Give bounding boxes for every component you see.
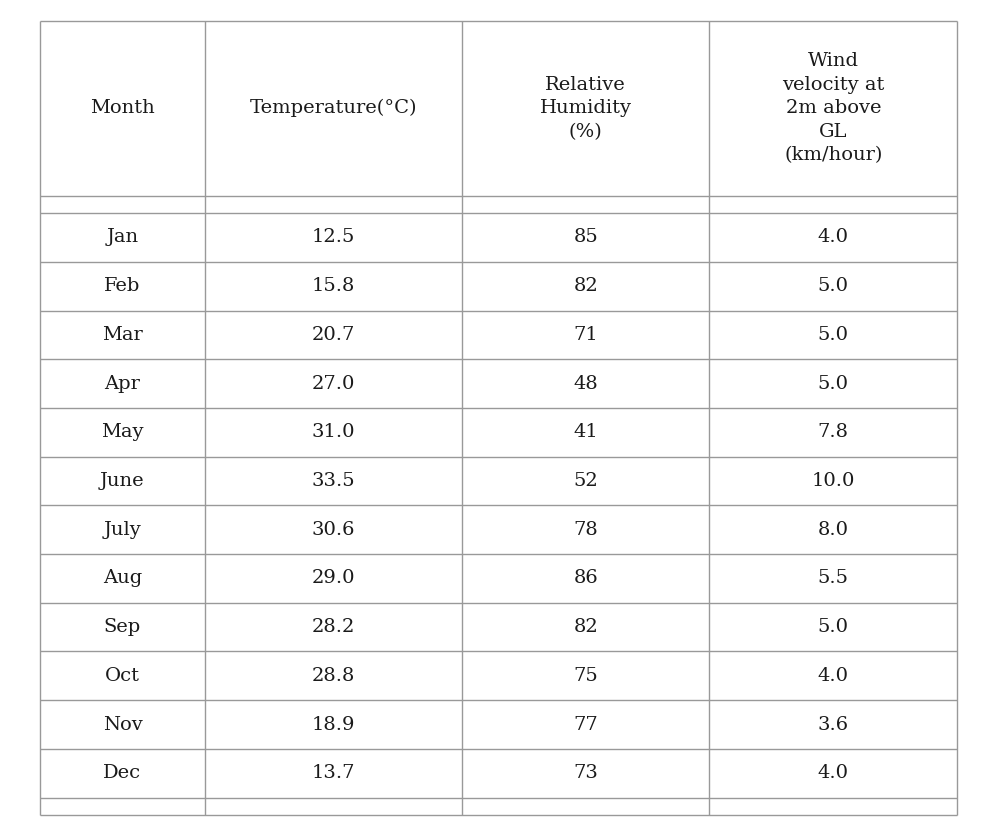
Text: 41: 41 <box>573 423 598 441</box>
Text: July: July <box>104 521 142 538</box>
Text: 5.0: 5.0 <box>818 278 848 295</box>
Text: 13.7: 13.7 <box>312 764 355 782</box>
Text: Jan: Jan <box>107 228 139 247</box>
Text: 5.0: 5.0 <box>818 618 848 636</box>
Text: 10.0: 10.0 <box>812 472 855 490</box>
Text: 4.0: 4.0 <box>818 764 848 782</box>
Text: Feb: Feb <box>105 278 141 295</box>
Text: June: June <box>100 472 145 490</box>
Text: 15.8: 15.8 <box>312 278 355 295</box>
Text: Sep: Sep <box>104 618 141 636</box>
Text: 4.0: 4.0 <box>818 228 848 247</box>
Text: Aug: Aug <box>103 569 142 588</box>
Text: 28.2: 28.2 <box>312 618 355 636</box>
Text: Dec: Dec <box>104 764 142 782</box>
Text: 27.0: 27.0 <box>312 375 355 393</box>
Text: Nov: Nov <box>103 716 143 733</box>
Text: 78: 78 <box>573 521 598 538</box>
Text: 48: 48 <box>573 375 598 393</box>
Text: Oct: Oct <box>105 667 140 685</box>
Text: May: May <box>101 423 144 441</box>
Text: Relative
Humidity
(%): Relative Humidity (%) <box>539 76 632 140</box>
Text: 29.0: 29.0 <box>312 569 355 588</box>
Text: 4.0: 4.0 <box>818 667 848 685</box>
Text: 52: 52 <box>573 472 598 490</box>
Text: Mar: Mar <box>102 326 143 344</box>
Text: 86: 86 <box>573 569 598 588</box>
Text: Apr: Apr <box>105 375 141 393</box>
Text: 20.7: 20.7 <box>312 326 355 344</box>
Text: 75: 75 <box>573 667 598 685</box>
Text: 5.5: 5.5 <box>818 569 848 588</box>
Text: 71: 71 <box>573 326 598 344</box>
Text: 30.6: 30.6 <box>312 521 355 538</box>
Text: 8.0: 8.0 <box>818 521 848 538</box>
Text: 28.8: 28.8 <box>312 667 355 685</box>
Text: 7.8: 7.8 <box>818 423 848 441</box>
Text: 12.5: 12.5 <box>312 228 355 247</box>
Text: 5.0: 5.0 <box>818 375 848 393</box>
Text: Temperature(°C): Temperature(°C) <box>249 99 417 117</box>
Text: 33.5: 33.5 <box>312 472 355 490</box>
Text: 77: 77 <box>573 716 598 733</box>
Text: 85: 85 <box>573 228 598 247</box>
Text: 82: 82 <box>573 278 598 295</box>
Text: 73: 73 <box>573 764 598 782</box>
Text: 82: 82 <box>573 618 598 636</box>
Text: Month: Month <box>90 99 155 117</box>
Text: 31.0: 31.0 <box>312 423 355 441</box>
Text: 3.6: 3.6 <box>818 716 848 733</box>
Text: 18.9: 18.9 <box>312 716 355 733</box>
Text: 5.0: 5.0 <box>818 326 848 344</box>
Text: Wind
velocity at
2m above
GL
(km/hour): Wind velocity at 2m above GL (km/hour) <box>782 52 884 165</box>
